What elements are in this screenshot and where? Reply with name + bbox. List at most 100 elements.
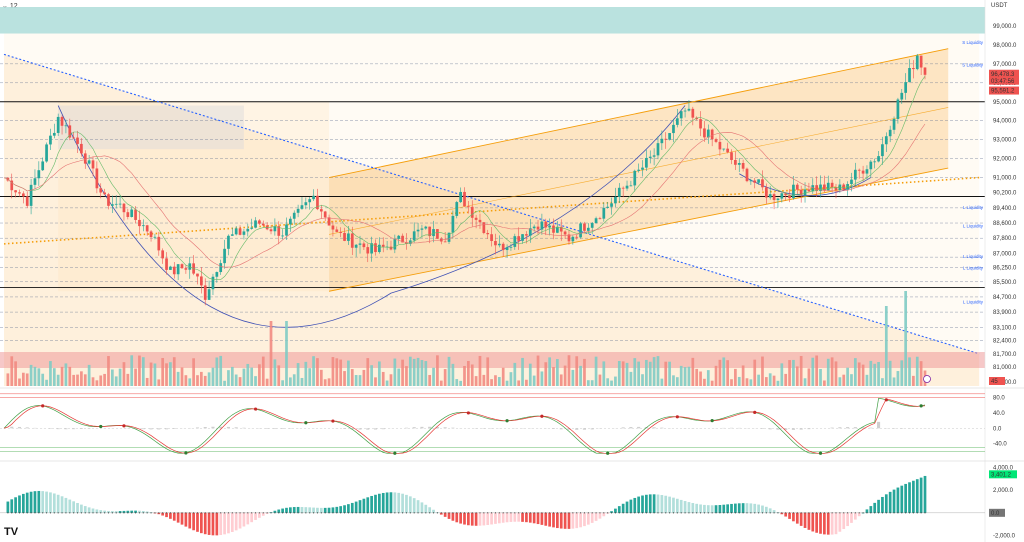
macd-zero-dot-216: [839, 512, 841, 514]
volume-bar-124: [482, 374, 486, 386]
macd-zero-dot-227: [881, 512, 884, 514]
volume-bar-21: [83, 374, 87, 386]
header-interval[interactable]: ⌄ 12: [2, 2, 18, 10]
candle-body-68: [265, 225, 269, 230]
macd-zero-dot-161: [626, 512, 628, 514]
candle-body-140: [544, 221, 548, 228]
macd-zero-dot-51: [200, 512, 202, 514]
volume-bar-120: [467, 360, 470, 386]
volume-bar-91: [354, 375, 358, 386]
macd-bar-199: [772, 510, 776, 513]
volume-bar-205: [795, 366, 799, 386]
candle-body-35: [138, 219, 141, 227]
macd-zero-dot-40: [158, 512, 160, 514]
macd-zero-dot-145: [564, 512, 566, 514]
macd-bar-54: [211, 512, 215, 536]
macd-bar-122: [474, 512, 478, 526]
liquidity-label-4: L Liquidity: [963, 254, 984, 259]
macd-zero-dot-159: [618, 512, 620, 514]
volume-bar-145: [563, 365, 567, 386]
macd-bar-70: [273, 510, 277, 513]
candle-body-12: [49, 135, 52, 145]
candle-body-52: [203, 285, 207, 300]
macd-bar-124: [482, 512, 486, 526]
candle-body-169: [656, 143, 660, 156]
volume-bar-28: [110, 369, 114, 386]
macd-zero-dot-49: [193, 512, 195, 514]
volume-bar-75: [292, 374, 296, 386]
volume-bar-2: [10, 356, 14, 386]
macd-bar-33: [130, 510, 134, 513]
candle-body-4: [18, 192, 21, 194]
candle-body-147: [571, 236, 575, 242]
candle-body-174: [675, 118, 679, 125]
macd-bar-227: [881, 496, 884, 513]
volume-bar-184: [714, 365, 718, 386]
macd-bar-207: [803, 512, 807, 528]
macd-bar-221: [857, 512, 861, 517]
candle-body-47: [184, 268, 188, 270]
candle-body-17: [68, 125, 72, 138]
macd-bar-45: [176, 512, 180, 523]
volume-bar-144: [559, 374, 563, 386]
macd-bar-180: [699, 504, 702, 513]
macd-bar-28: [110, 511, 114, 513]
macd-zero-dot-236: [916, 512, 918, 514]
macd-zero-dot-58: [227, 512, 230, 514]
candle-body-131: [509, 246, 513, 248]
tradingview-logo[interactable]: TV: [4, 526, 19, 538]
candle-body-20: [80, 143, 83, 154]
osc-hist-bar-94: [366, 428, 370, 430]
candle-body-80: [312, 195, 315, 200]
volume-bar-200: [776, 380, 780, 386]
chevron-down-icon: ⌄: [2, 3, 8, 10]
macd-bar-108: [420, 502, 424, 513]
macd-bar-59: [230, 512, 234, 532]
volume-bar-137: [532, 375, 536, 386]
candle-body-55: [215, 272, 219, 277]
volume-bar-36: [141, 357, 145, 386]
macd-bar-75: [292, 507, 296, 513]
macd-bar-50: [196, 512, 199, 532]
candle-body-58: [227, 235, 230, 249]
volume-bar-198: [768, 373, 772, 386]
candle-body-83: [323, 211, 327, 218]
macd-zero-dot-135: [525, 512, 528, 514]
macd-zero-dot-238: [924, 512, 926, 514]
candle-body-161: [625, 185, 629, 189]
volume-bar-114: [443, 369, 447, 386]
volume-bar-16: [64, 363, 68, 386]
macd-bar-188: [730, 503, 733, 513]
macd-zero-dot-28: [111, 512, 113, 514]
candle-body-114: [443, 241, 447, 243]
candle-body-63: [246, 228, 250, 232]
macd-bar-238: [923, 475, 927, 513]
macd-bar-9: [37, 490, 41, 513]
candle-body-185: [718, 141, 722, 150]
candle-body-217: [842, 184, 846, 190]
volume-bar-54: [211, 367, 215, 386]
price-tick-label-0: 99,000.0: [993, 24, 1017, 30]
macd-zero-dot-107: [417, 512, 419, 514]
macd-bar-71: [277, 509, 281, 513]
macd-zero-dot-46: [181, 512, 183, 514]
macd-zero-dot-218: [847, 512, 849, 514]
candle-body-191: [741, 163, 745, 169]
osc-hist-bar-62: [242, 427, 246, 429]
macd-zero-dot-55: [216, 512, 218, 514]
candle-body-201: [780, 193, 784, 199]
macd-zero-dot-202: [785, 512, 787, 514]
macd-zero-dot-221: [858, 512, 860, 514]
volume-bar-150: [583, 358, 586, 386]
macd-bar-158: [614, 508, 617, 513]
macd-bar-233: [904, 483, 908, 513]
volume-bar-90: [350, 369, 354, 386]
volume-bar-47: [184, 375, 188, 386]
volume-bar-38: [149, 362, 153, 386]
volume-bar-10: [41, 373, 45, 386]
macd-zero-dot-112: [436, 512, 439, 514]
macd-value-label: 3,401.2: [991, 473, 1012, 479]
macd-bar-91: [354, 501, 358, 513]
